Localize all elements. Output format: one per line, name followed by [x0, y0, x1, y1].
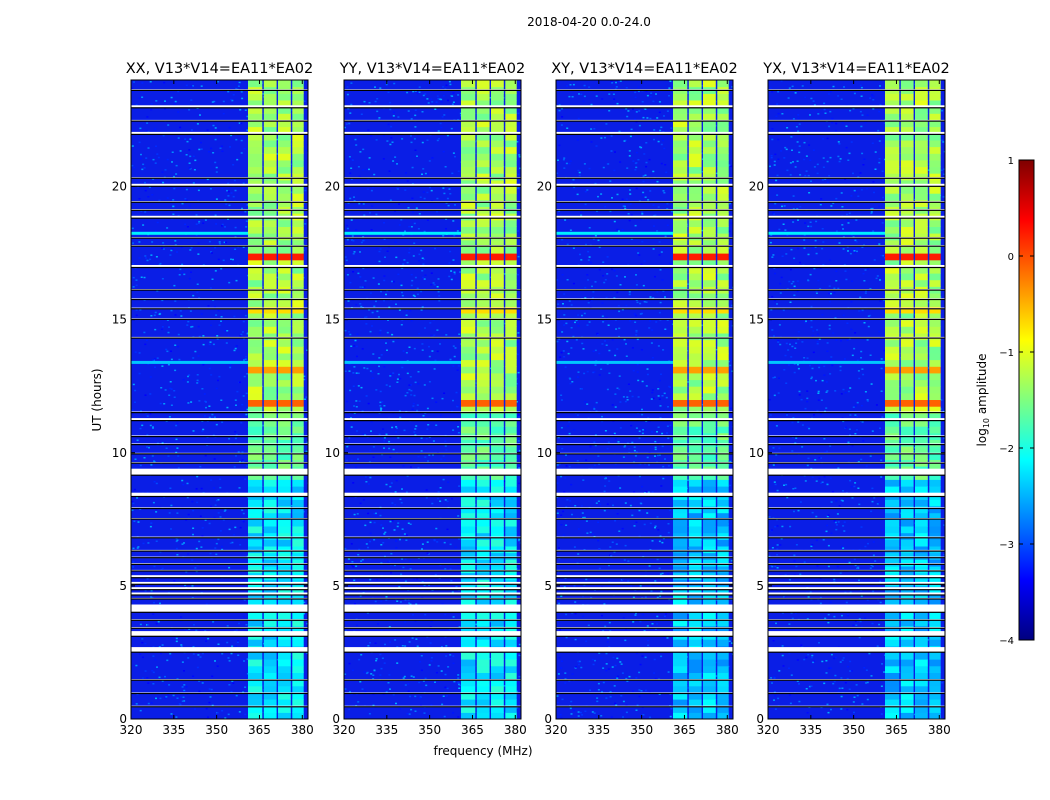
- x-tick-label: 320: [120, 723, 143, 737]
- colorbar-ticks: 1 0 −1 −2 −3 −4: [999, 156, 1034, 647]
- flagged-rows: [768, 89, 945, 708]
- colorbar-tick-label: −3: [999, 540, 1014, 551]
- y-tick-label: 0: [332, 712, 340, 726]
- x-tick-label: 365: [248, 723, 271, 737]
- x-tick-label: 380: [291, 723, 314, 737]
- colorbar-label: log10 amplitude: [975, 354, 991, 447]
- x-tick-label: 335: [799, 723, 822, 737]
- x-tick-label: 350: [418, 723, 441, 737]
- rfi-streaks: [131, 231, 248, 364]
- panel-frame: [130, 79, 309, 720]
- flagged-rows: [131, 89, 308, 708]
- signal-band: [885, 80, 941, 719]
- panel-frame: [767, 79, 946, 720]
- x-tick-label: 380: [504, 723, 527, 737]
- x-tick-label: 320: [333, 723, 356, 737]
- x-tick-label: 320: [545, 723, 568, 737]
- panel-title: XY, V13*V14=EA11*EA02: [551, 61, 737, 77]
- y-tick-label: 15: [537, 313, 552, 327]
- y-tick-label: 10: [537, 446, 552, 460]
- x-tick-label: 365: [673, 723, 696, 737]
- colorbar-tick-label: −1: [999, 348, 1014, 359]
- panel-yx: YX, V13*V14=EA11*EA02 320 335 350 365 380 0 5 10…: [749, 61, 951, 737]
- y-tick-label: 5: [119, 579, 127, 593]
- x-tick-label: 380: [928, 723, 951, 737]
- x-axis-label: frequency (MHz): [433, 744, 532, 758]
- x-tick-label: 320: [757, 723, 780, 737]
- heatmap-yy: [344, 80, 521, 719]
- panel-title: XX, V13*V14=EA11*EA02: [126, 61, 314, 77]
- colorbar-gradient: [1018, 159, 1035, 641]
- panel-title: YX, V13*V14=EA11*EA02: [762, 61, 949, 77]
- signal-band: [461, 80, 517, 719]
- flagged-rows: [556, 89, 733, 708]
- y-tick-label: 5: [544, 579, 552, 593]
- x-tick-label: 335: [587, 723, 610, 737]
- y-tick-label: 20: [112, 180, 127, 194]
- panel-xx: XX, V13*V14=EA11*EA02 320 335 350 365 380 0 5 10…: [112, 61, 314, 737]
- colorbar-label-base: log: [975, 428, 989, 446]
- x-tick-label: 335: [162, 723, 185, 737]
- signal-band: [248, 80, 304, 719]
- panel-yy: YY, V13*V14=EA11*EA02 320 335 350 365 380 0 5 10…: [325, 61, 527, 737]
- colorbar-tick-label: 1: [1008, 156, 1014, 167]
- signal-band: [673, 80, 729, 719]
- x-tick-label: 350: [630, 723, 653, 737]
- heatmap-xy: [556, 80, 733, 719]
- y-tick-label: 10: [749, 446, 764, 460]
- flagged-rows: [344, 89, 521, 708]
- panels: XX, V13*V14=EA11*EA02 320 335 350 365 380 0 5 10…: [112, 61, 951, 737]
- colorbar-tick-label: −4: [999, 636, 1014, 647]
- x-tick-label: 335: [375, 723, 398, 737]
- panel-frame: [343, 79, 522, 720]
- y-tick-label: 20: [325, 180, 340, 194]
- x-tick-label: 350: [205, 723, 228, 737]
- y-tick-label: 0: [119, 712, 127, 726]
- x-tick-label: 365: [885, 723, 908, 737]
- y-tick-label: 20: [749, 180, 764, 194]
- y-tick-label: 10: [112, 446, 127, 460]
- y-tick-label: 15: [112, 313, 127, 327]
- rfi-streaks: [556, 231, 673, 364]
- y-tick-label: 0: [756, 712, 764, 726]
- y-tick-label: 20: [537, 180, 552, 194]
- panel-xy: XY, V13*V14=EA11*EA02 320 335 350 365 380 0 5 10…: [537, 61, 739, 737]
- y-tick-label: 5: [332, 579, 340, 593]
- y-tick-label: 5: [756, 579, 764, 593]
- colorbar-label-rest: amplitude: [975, 354, 989, 418]
- heatmap-xx: [131, 80, 308, 719]
- x-tick-label: 350: [842, 723, 865, 737]
- y-axis-label: UT (hours): [90, 368, 104, 431]
- x-tick-label: 365: [461, 723, 484, 737]
- y-tick-label: 15: [325, 313, 340, 327]
- panel-title: YY, V13*V14=EA11*EA02: [339, 61, 525, 77]
- heatmap-yx: [768, 80, 945, 719]
- panel-frame: [555, 79, 734, 720]
- colorbar-tick-label: −2: [999, 444, 1014, 455]
- colorbar-label-sub: 10: [982, 418, 991, 428]
- y-tick-label: 10: [325, 446, 340, 460]
- colorbar-tick-label: 0: [1008, 252, 1014, 263]
- figure-title: 2018-04-20 0.0-24.0: [527, 15, 651, 29]
- colorbar: 10−1−2−3−4 log10 amplitude: [975, 156, 1035, 647]
- rfi-streaks: [344, 231, 461, 364]
- y-tick-label: 15: [749, 313, 764, 327]
- rfi-streaks: [768, 231, 885, 364]
- x-tick-label: 380: [716, 723, 739, 737]
- y-tick-label: 0: [544, 712, 552, 726]
